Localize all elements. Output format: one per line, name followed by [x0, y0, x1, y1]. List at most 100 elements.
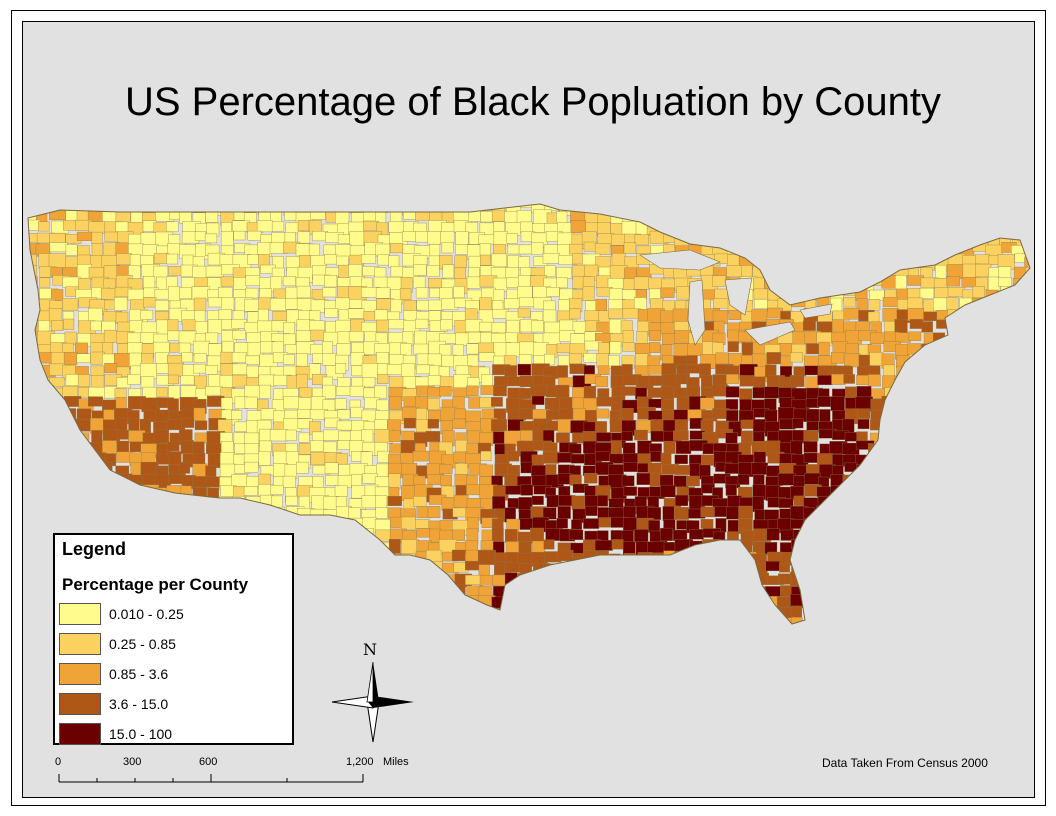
county-cell	[634, 297, 647, 311]
data-credit: Data Taken From Census 2000	[822, 756, 988, 770]
county-cell	[259, 384, 271, 399]
legend-swatch	[59, 663, 101, 685]
county-cell	[908, 552, 928, 568]
county-cell	[830, 586, 844, 599]
county-cell	[166, 221, 179, 232]
county-cell	[426, 596, 445, 610]
county-cell	[1011, 374, 1025, 388]
county-cell	[947, 486, 964, 497]
county-cell	[390, 619, 403, 624]
county-cell	[984, 388, 1002, 399]
county-cell	[195, 519, 212, 532]
county-cell	[935, 531, 949, 544]
county-cell	[28, 343, 35, 357]
county-cell	[374, 582, 391, 593]
county-cell	[1013, 397, 1028, 410]
county-cell	[739, 209, 758, 225]
county-cell	[896, 242, 911, 257]
county-cell	[193, 506, 209, 517]
county-cell	[454, 255, 467, 268]
county-cell	[101, 484, 116, 494]
county-cell	[322, 540, 341, 550]
county-cell	[28, 509, 37, 525]
county-cell	[595, 451, 612, 462]
county-cell	[987, 574, 1003, 586]
county-cell	[1012, 309, 1028, 321]
county-cell	[39, 377, 51, 392]
county-cell	[648, 330, 662, 341]
county-cell	[480, 254, 491, 266]
county-cell	[298, 443, 312, 455]
county-cell	[1025, 452, 1030, 469]
county-cell	[818, 341, 830, 356]
county-cell	[987, 476, 1004, 492]
county-cell	[661, 220, 679, 236]
county-cell	[466, 276, 481, 289]
county-cell	[168, 385, 181, 399]
county-cell	[413, 343, 429, 355]
county-cell	[611, 233, 626, 246]
county-cell	[793, 245, 811, 257]
county-cell	[156, 387, 168, 398]
county-cell	[975, 330, 992, 342]
county-cell	[975, 254, 990, 265]
county-cell	[934, 486, 948, 499]
county-cell	[205, 265, 224, 278]
county-cell	[168, 234, 181, 245]
county-cell	[674, 551, 689, 564]
county-cell	[608, 464, 624, 476]
map-title: US Percentage of Black Popluation by Cou…	[124, 80, 942, 124]
county-cell	[1001, 465, 1014, 476]
county-cell	[923, 231, 936, 244]
county-cell	[974, 442, 993, 453]
legend-swatch	[59, 693, 101, 715]
county-cell	[596, 530, 609, 542]
county-cell	[336, 420, 353, 431]
county-cell	[975, 571, 989, 588]
county-cell	[246, 507, 259, 521]
county-cell	[1026, 527, 1030, 538]
county-cell	[909, 353, 922, 369]
county-cell	[298, 551, 316, 568]
county-cell	[28, 429, 40, 440]
county-cell	[1025, 365, 1030, 376]
county-cell	[559, 564, 578, 575]
county-cell	[909, 223, 927, 234]
county-cell	[857, 232, 877, 242]
county-cell	[516, 210, 532, 224]
county-cell	[649, 574, 663, 589]
county-cell	[648, 631, 662, 642]
county-cell	[999, 572, 1012, 586]
county-cell	[154, 289, 170, 300]
county-cell	[727, 553, 742, 568]
county-cell	[28, 204, 42, 213]
county-cell	[895, 275, 907, 290]
county-cell	[28, 586, 44, 598]
county-cell	[585, 574, 601, 590]
county-cell	[465, 560, 481, 571]
county-cell	[883, 209, 898, 224]
county-cell	[986, 432, 1003, 446]
county-cell	[660, 452, 672, 466]
county-cell	[27, 630, 44, 641]
county-cell	[715, 221, 733, 231]
county-cell	[299, 518, 312, 529]
county-cell	[610, 619, 629, 624]
county-cell	[258, 374, 276, 387]
county-cell	[584, 615, 603, 624]
county-cell	[62, 298, 79, 311]
county-cell	[673, 409, 689, 421]
county-cell	[104, 231, 120, 242]
county-cell	[830, 234, 845, 246]
county-cell	[335, 363, 347, 374]
county-cell	[973, 363, 993, 378]
county-cell	[856, 278, 874, 291]
county-cell	[361, 562, 375, 577]
county-cell	[778, 486, 793, 499]
county-cell	[790, 440, 803, 456]
county-cell	[702, 539, 721, 551]
county-cell	[1026, 222, 1030, 239]
county-cell	[517, 531, 532, 542]
county-cell	[958, 506, 970, 520]
county-cell	[390, 583, 405, 593]
